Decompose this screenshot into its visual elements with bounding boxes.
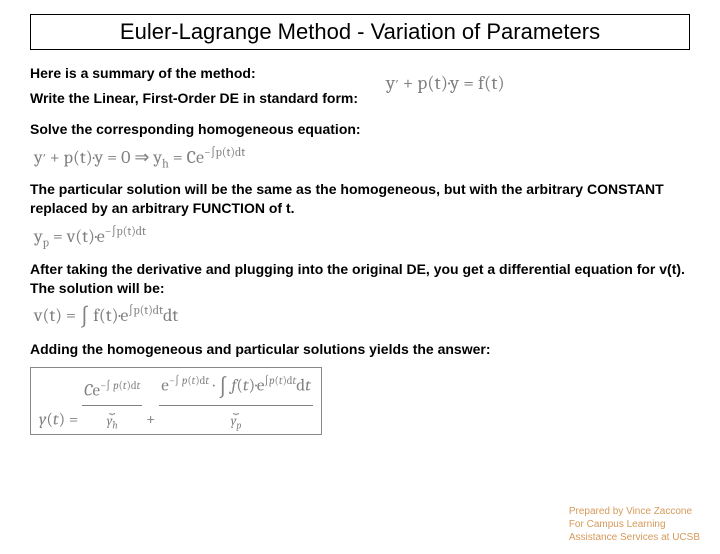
equation-particular: yp = v(t)·e−∫p(t)dt xyxy=(34,224,690,250)
solve-homogeneous-text: Solve the corresponding homogeneous equa… xyxy=(30,120,690,139)
intro-line-2: Write the Linear, First-Order DE in stan… xyxy=(30,89,358,108)
equation-homogeneous: y′ + p(t)·y = 0 ⇒ yh = Ce−∫p(t)dt xyxy=(34,145,690,171)
equation-vt: v(t) = ∫ f(t)·e∫p(t)dtdt xyxy=(34,303,690,330)
footer-line-1: Prepared by Vince Zaccone xyxy=(569,505,700,518)
equation-standard-form: y′ + p(t)·y = f(t) xyxy=(386,72,505,94)
footer-credits: Prepared by Vince Zaccone For Campus Lea… xyxy=(569,505,700,544)
intro-row: Here is a summary of the method: Write t… xyxy=(30,58,690,114)
underbrace-yp: e−∫ p(t)dt · ∫ f(t)·e∫p(t)dtdt ⏟ yp xyxy=(159,374,313,431)
footer-line-3: Assistance Services at UCSB xyxy=(569,531,700,544)
final-equation-box: y(t) = Ce−∫ p(t)dt ⏟ yh + e−∫ p(t)dt · ∫… xyxy=(30,367,322,434)
intro-line-1: Here is a summary of the method: xyxy=(30,64,358,83)
intro-text-block: Here is a summary of the method: Write t… xyxy=(30,58,358,114)
content-area: Here is a summary of the method: Write t… xyxy=(0,58,720,435)
underbrace-yh: Ce−∫ p(t)dt ⏟ yh xyxy=(82,379,142,431)
equation-final: y(t) = Ce−∫ p(t)dt ⏟ yh + e−∫ p(t)dt · ∫… xyxy=(39,374,313,431)
adding-solutions-text: Adding the homogeneous and particular so… xyxy=(30,340,690,359)
derivative-text: After taking the derivative and plugging… xyxy=(30,260,690,298)
particular-solution-text: The particular solution will be the same… xyxy=(30,180,690,218)
title-box: Euler-Lagrange Method - Variation of Par… xyxy=(30,14,690,50)
page-title: Euler-Lagrange Method - Variation of Par… xyxy=(120,19,600,44)
footer-line-2: For Campus Learning xyxy=(569,518,700,531)
